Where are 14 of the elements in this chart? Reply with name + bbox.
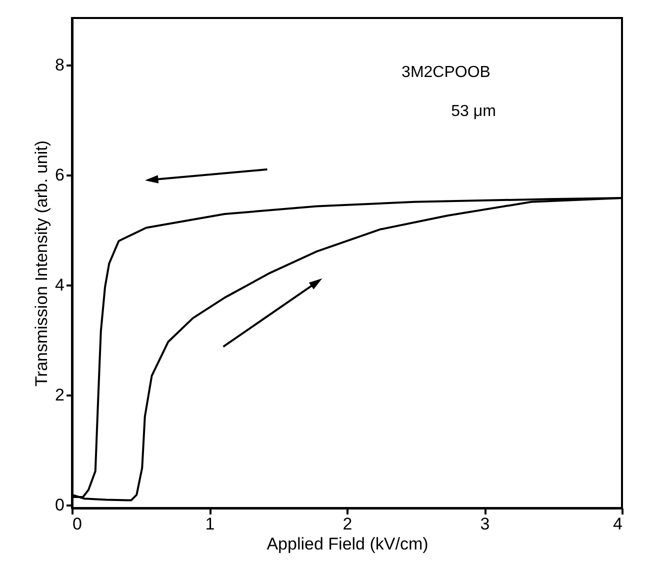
x-tick-label: 1	[205, 514, 215, 534]
x-axis-title: Applied Field (kV/cm)	[266, 534, 428, 554]
y-tick-label: 0	[55, 496, 64, 515]
y-tick-label: 4	[55, 276, 64, 295]
y-tick-label: 6	[55, 165, 64, 184]
annotation: 3M2CPOOB	[402, 64, 490, 81]
x-tick-label: 4	[613, 514, 622, 534]
annotation: 53 μm	[451, 103, 496, 120]
x-tick-label: 3	[480, 514, 490, 534]
x-tick-label: 2	[342, 514, 352, 534]
x-tick-label: 0	[72, 514, 82, 534]
y-axis-title: Transmission Intensity (arb. unit)	[32, 140, 52, 386]
y-tick-label: 8	[55, 55, 64, 74]
y-tick-label: 2	[55, 386, 64, 405]
